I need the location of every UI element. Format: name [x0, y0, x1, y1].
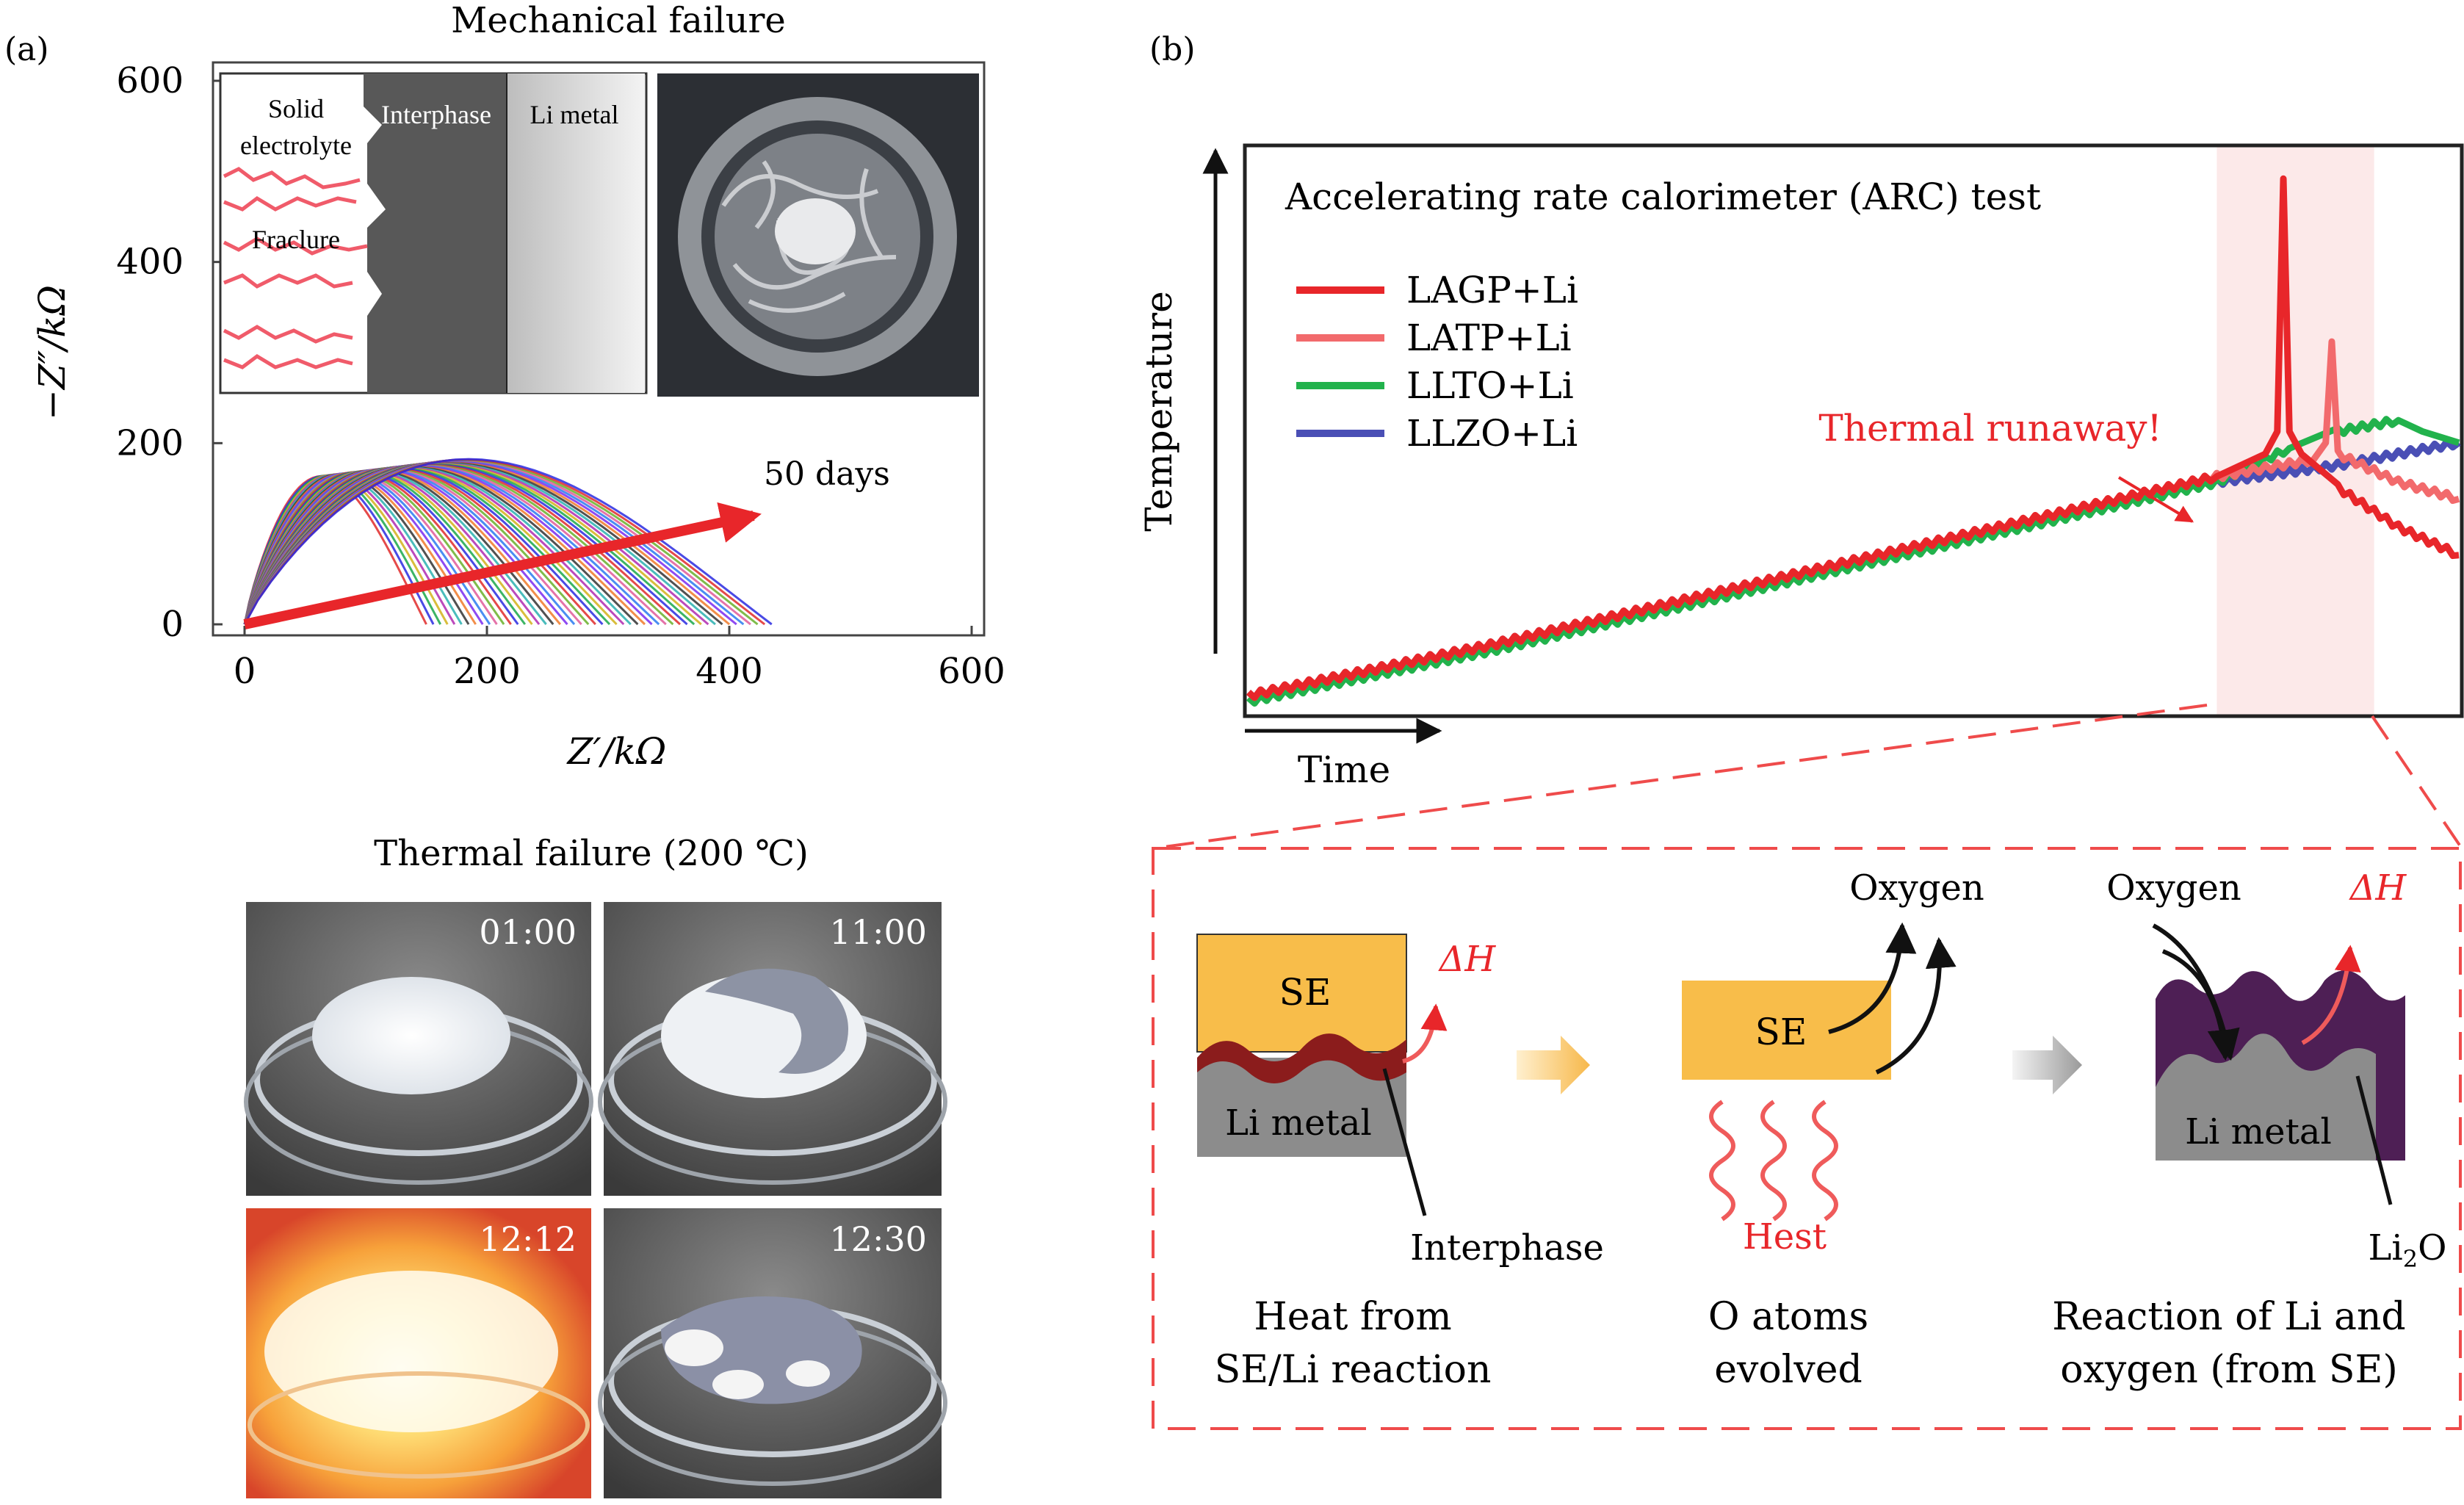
- y-tick-label: 600: [116, 60, 184, 101]
- step1-caption-line2: SE/Li reaction: [1215, 1348, 1492, 1392]
- x-tick-label: 400: [696, 651, 763, 692]
- inset-solid-label: Solid: [268, 94, 324, 123]
- nyquist-curves: [243, 458, 773, 626]
- photo-time-0100: 01:00: [479, 912, 577, 952]
- step1-heat-arrow: [1402, 1003, 1448, 1064]
- runaway-pointer: [2117, 476, 2194, 523]
- x-tick-label: 200: [453, 651, 521, 692]
- legend-label: LATP+Li: [1406, 317, 1572, 359]
- zoom-line-left: [1152, 704, 2208, 850]
- step3-diagram: Li metal Oxygen ΔH Li2O Reaction of Li a…: [2052, 867, 2446, 1392]
- step3-li-block: [2156, 1033, 2376, 1161]
- step-arrow-1: [1517, 1036, 1590, 1094]
- legend-label: LAGP+Li: [1406, 269, 1578, 311]
- nyquist-ylabel: −Z″/kΩ: [31, 285, 73, 420]
- fracture-lines: [223, 167, 368, 369]
- photo-1212: 12:12: [246, 1208, 591, 1498]
- step1-li-label: Li metal: [1225, 1102, 1372, 1144]
- arc-series-llto-li: [1246, 416, 2460, 707]
- arc-xlabel: Time: [1298, 748, 1390, 791]
- x-tick-label: 0: [234, 651, 256, 692]
- y-tick-label: 200: [116, 422, 184, 463]
- reaction-schematic: SE Li metal ΔH Interphase Heat from SE/L…: [1152, 847, 2462, 1430]
- step1-se-label: SE: [1279, 971, 1332, 1014]
- step3-li2o-callout: Li2O: [2369, 1227, 2447, 1273]
- step-arrow-2: [2012, 1036, 2082, 1094]
- step1-se-block: [1196, 934, 1407, 1053]
- photo-time-1212: 12:12: [479, 1219, 577, 1259]
- mechanical-failure-title: Mechanical failure: [451, 0, 786, 41]
- inset-li-metal-label: Li metal: [530, 100, 619, 129]
- step3-callout-line: [2355, 1075, 2393, 1205]
- arc-ylabel: Temperature: [1138, 291, 1180, 532]
- step3-oxygen-arrow-2: [2161, 949, 2239, 1061]
- interphase-inset: Solid electrolyte Fraclure Interphase Li…: [219, 72, 648, 394]
- arc-series-lagp-li: [1246, 175, 2460, 701]
- nyquist-xlabel: Z′/kΩ: [566, 730, 667, 773]
- step1-caption-line1: Heat from: [1254, 1295, 1451, 1339]
- photo-1100: 11:00: [598, 902, 947, 1196]
- photo-1230: 12:30: [598, 1208, 947, 1498]
- arc-frame: [1243, 143, 2464, 718]
- interphase-layer: [364, 73, 507, 393]
- legend-label: LLTO+Li: [1406, 364, 1574, 407]
- photo-0100: 01:00: [244, 902, 593, 1196]
- x-tick-label: 600: [938, 651, 1005, 692]
- step2-caption-line1: O atoms: [1708, 1295, 1868, 1339]
- step3-caption-line1: Reaction of Li and: [2052, 1295, 2405, 1339]
- step2-heat-label: Hest: [1743, 1216, 1827, 1257]
- step3-delta-h: ΔH: [2349, 867, 2407, 909]
- panel-a-label: (a): [4, 31, 49, 68]
- arc-title: Accelerating rate calorimeter (ARC) test: [1285, 176, 2041, 218]
- step1-callout-line: [1382, 1068, 1427, 1216]
- fifty-days-annotation: 50 days: [764, 455, 890, 493]
- arc-chart: Temperature Time Accelerating rate calor…: [1138, 143, 2464, 791]
- photo-time-1230: 12:30: [829, 1219, 927, 1259]
- inset-fracture-label: Fraclure: [252, 225, 340, 254]
- step1-diagram: SE Li metal ΔH Interphase Heat from SE/L…: [1196, 934, 1604, 1392]
- step3-caption-line2: oxygen (from SE): [2060, 1348, 2398, 1392]
- step2-diagram: SE Oxygen Hest O atoms evolved: [1682, 867, 1984, 1392]
- legend-label: LLZO+Li: [1406, 412, 1578, 455]
- step1-interphase-callout: Interphase: [1410, 1227, 1604, 1268]
- step2-caption-line2: evolved: [1714, 1348, 1863, 1392]
- nyquist-axes: 0 200 400 600 0 200 400 600: [116, 60, 1005, 692]
- step2-heat-waves: [1709, 1100, 1838, 1221]
- arc-legend: LAGP+Li LATP+Li LLTO+Li LLZO+Li: [1296, 269, 1578, 455]
- step2-oxygen-label: Oxygen: [1849, 867, 1984, 909]
- nyquist-curve: [243, 458, 773, 626]
- step2-oxygen-arrow-1: [1828, 922, 1917, 1034]
- step3-oxygen-label: Oxygen: [2106, 867, 2241, 909]
- inset-electrolyte-label: electrolyte: [240, 131, 352, 160]
- step2-se-block: [1682, 981, 1891, 1080]
- li-metal-layer: [507, 73, 645, 393]
- step2-oxygen-arrow-2: [1875, 936, 1957, 1075]
- arc-series-lines: [1246, 175, 2461, 707]
- step1-delta-h: ΔH: [1438, 939, 1497, 980]
- inset-interphase-label: Interphase: [381, 100, 491, 129]
- zoom-line-right: [2371, 715, 2463, 850]
- thermal-failure-title: Thermal failure (200 ℃): [374, 833, 809, 874]
- step3-li-label: Li metal: [2185, 1111, 2332, 1152]
- y-tick-label: 0: [161, 604, 184, 645]
- photo-time-1100: 11:00: [829, 912, 927, 952]
- step2-se-label: SE: [1755, 1011, 1807, 1053]
- step3-heat-arrow: [2301, 945, 2361, 1045]
- trend-arrow: [243, 502, 762, 629]
- panel-b-label: (b): [1149, 31, 1196, 68]
- cell-photo: [657, 73, 979, 397]
- thermal-runaway-label: Thermal runaway!: [1818, 407, 2161, 450]
- step1-interphase-wave: [1197, 1033, 1406, 1083]
- y-tick-label: 400: [116, 242, 184, 283]
